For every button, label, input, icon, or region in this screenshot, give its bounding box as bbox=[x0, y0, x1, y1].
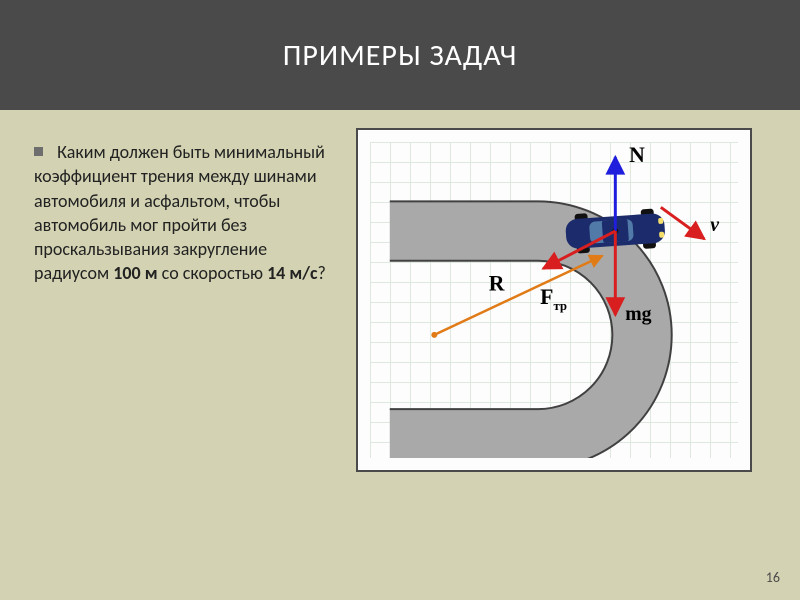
physics-figure: N v R Fтр mg bbox=[356, 128, 752, 472]
vector-v bbox=[661, 207, 705, 239]
figure-svg: N v R Fтр mg bbox=[370, 142, 738, 458]
label-N: N bbox=[629, 143, 645, 167]
label-F: Fтр bbox=[540, 285, 567, 313]
question-text: Каким должен быть минимальный коэффициен… bbox=[34, 141, 326, 284]
title-text: ПРИМЕРЫ ЗАДАЧ bbox=[283, 37, 518, 74]
radius-line bbox=[434, 256, 602, 335]
question-mid: со скоростью bbox=[158, 262, 268, 284]
label-v: v bbox=[710, 214, 719, 236]
bullet-icon bbox=[34, 147, 43, 156]
label-mg: mg bbox=[625, 303, 651, 325]
content-area: Каким должен быть минимальный коэффициен… bbox=[0, 110, 800, 600]
figure-grid: N v R Fтр mg bbox=[370, 142, 738, 458]
question-radius: 100 м bbox=[113, 262, 157, 284]
question-tail: ? bbox=[318, 262, 326, 284]
page-number: 16 bbox=[766, 569, 780, 586]
label-R: R bbox=[489, 271, 505, 295]
question-block: Каким должен быть минимальный коэффициен… bbox=[34, 140, 334, 286]
radius-origin bbox=[431, 332, 437, 338]
title-bar: ПРИМЕРЫ ЗАДАЧ bbox=[0, 0, 800, 110]
question-speed: 14 м/с bbox=[267, 262, 317, 284]
